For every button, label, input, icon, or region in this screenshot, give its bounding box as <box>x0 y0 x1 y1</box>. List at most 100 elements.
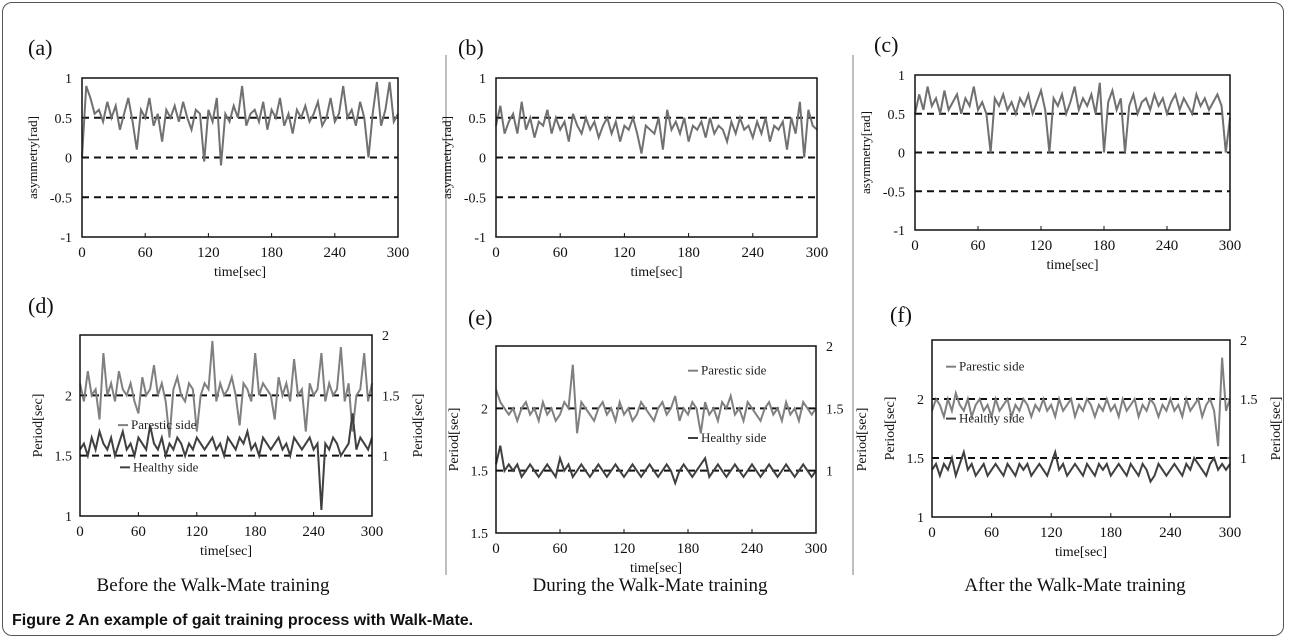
x-tick-label: 60 <box>138 245 153 261</box>
y-tick-label: -1 <box>474 231 486 246</box>
y-tick-label: 0.5 <box>55 112 73 127</box>
y-axis-label: Period[sec] <box>447 408 462 472</box>
y-tick-label: 2 <box>65 389 72 404</box>
panel-label: (d) <box>28 293 54 318</box>
x-tick-label: 240 <box>1159 525 1182 541</box>
y-tick-label: -1 <box>893 224 905 239</box>
column-label: After the Walk-Mate training <box>964 575 1186 596</box>
caption-text: An example of gait training process with… <box>78 612 474 629</box>
y-tick-label: -0.5 <box>883 185 905 200</box>
y2-tick-label: 1 <box>826 465 833 480</box>
chart-panel: (e) 0 60 120 180 240 300 time[sec] 1.5 1.5 2 1 1.5 2 P… <box>447 305 870 576</box>
legend-label: Parestic side <box>701 363 767 378</box>
x-tick-label: 120 <box>1040 525 1063 541</box>
y-tick-label: 1 <box>479 72 486 87</box>
x-tick-label: 180 <box>677 541 700 557</box>
data-series-line <box>79 413 373 511</box>
plot-frame <box>495 345 817 534</box>
y-tick-label: 1 <box>65 510 72 525</box>
x-tick-label: 60 <box>131 524 146 540</box>
x-tick-label: 60 <box>971 238 986 254</box>
legend-label: Healthy side <box>133 459 199 474</box>
caption-label: Figure 2 <box>12 612 75 629</box>
x-axis-label: time[sec] <box>1046 258 1098 273</box>
x-tick-label: 60 <box>553 541 568 557</box>
x-tick-label: 240 <box>302 524 325 540</box>
x-tick-label: 180 <box>260 245 283 261</box>
x-tick-label: 300 <box>806 245 829 261</box>
y-tick-label: 1.5 <box>471 465 489 480</box>
x-tick-label: 300 <box>1219 238 1242 254</box>
data-series-line <box>931 448 1231 484</box>
x-tick-label: 0 <box>78 245 86 261</box>
y2-tick-label: 1 <box>1240 452 1247 467</box>
x-tick-label: 0 <box>492 245 500 261</box>
data-series-line <box>79 340 373 438</box>
data-series-line <box>931 357 1231 447</box>
y2-tick-label: 1.5 <box>826 402 844 417</box>
chart-panel: (f) 0 60 120 180 240 300 time[sec] 1 1.5 2 1 1.5 2 Per… <box>883 302 1284 560</box>
data-series-line <box>495 101 818 158</box>
x-tick-label: 0 <box>76 524 84 540</box>
x-tick-label: 180 <box>244 524 267 540</box>
y2-axis-label: Period[sec] <box>1269 397 1284 461</box>
x-tick-label: 300 <box>361 524 384 540</box>
panel-label: (f) <box>890 302 912 327</box>
y-axis-label: Period[sec] <box>31 394 46 458</box>
x-tick-label: 120 <box>613 541 636 557</box>
x-tick-label: 0 <box>911 238 919 254</box>
y-tick-label: 0 <box>479 152 486 167</box>
y-tick-label: 1 <box>898 69 905 84</box>
x-tick-label: 300 <box>387 245 410 261</box>
panel-label: (a) <box>28 35 52 60</box>
x-tick-label: 120 <box>613 245 636 261</box>
x-tick-label: 60 <box>553 245 568 261</box>
x-tick-label: 240 <box>324 245 347 261</box>
y2-tick-label: 2 <box>382 329 389 344</box>
x-axis-label: time[sec] <box>1055 545 1107 560</box>
x-axis-label: time[sec] <box>200 544 252 559</box>
y2-tick-label: 2 <box>1240 334 1247 349</box>
y-tick-label: -0.5 <box>50 191 72 206</box>
data-series-line <box>495 364 817 434</box>
y-tick-label: 0 <box>898 147 905 162</box>
column-label: Before the Walk-Mate training <box>97 575 330 596</box>
y2-axis-label: Period[sec] <box>411 394 426 458</box>
panel-label: (e) <box>468 305 492 330</box>
y2-axis-label: Period[sec] <box>855 408 870 472</box>
y-tick-label: 1.5 <box>471 527 489 542</box>
legend-label: Parestic side <box>131 417 197 432</box>
y-tick-label: 0.5 <box>888 108 906 123</box>
y2-tick-label: 1.5 <box>1240 393 1258 408</box>
plot-frame <box>931 339 1231 518</box>
y-tick-label: -1 <box>60 231 72 246</box>
x-tick-label: 180 <box>1100 525 1123 541</box>
x-tick-label: 0 <box>928 525 936 541</box>
y2-tick-label: 1.5 <box>382 389 400 404</box>
x-tick-label: 300 <box>805 541 828 557</box>
panel-label: (b) <box>458 35 484 60</box>
y-tick-label: 2 <box>481 402 488 417</box>
panel-label: (c) <box>874 32 898 57</box>
x-tick-label: 120 <box>186 524 209 540</box>
x-tick-label: 120 <box>1030 238 1053 254</box>
chart-panel: (b) 0 60 120 180 240 300 time[sec] -1 -0.5 0 0.5 1 as… <box>439 35 828 280</box>
y-tick-label: 0.5 <box>469 112 487 127</box>
data-series-line <box>914 82 1231 153</box>
y-tick-label: 2 <box>917 393 924 408</box>
y-axis-label: Period[sec] <box>883 397 898 461</box>
y-tick-label: -0.5 <box>464 191 486 206</box>
y2-tick-label: 1 <box>382 450 389 465</box>
column-label: During the Walk-Mate training <box>532 575 768 596</box>
y-tick-label: 0 <box>65 152 72 167</box>
y-axis-label: asymmetry[rad] <box>439 116 454 199</box>
plot-frame <box>79 334 373 517</box>
x-axis-label: time[sec] <box>214 265 266 280</box>
y-axis-label: asymmetry[rad] <box>858 111 873 194</box>
legend-label: Healthy side <box>701 430 767 445</box>
legend-label: Parestic side <box>959 359 1025 374</box>
y-tick-label: 1.5 <box>907 452 925 467</box>
x-tick-label: 300 <box>1219 525 1242 541</box>
